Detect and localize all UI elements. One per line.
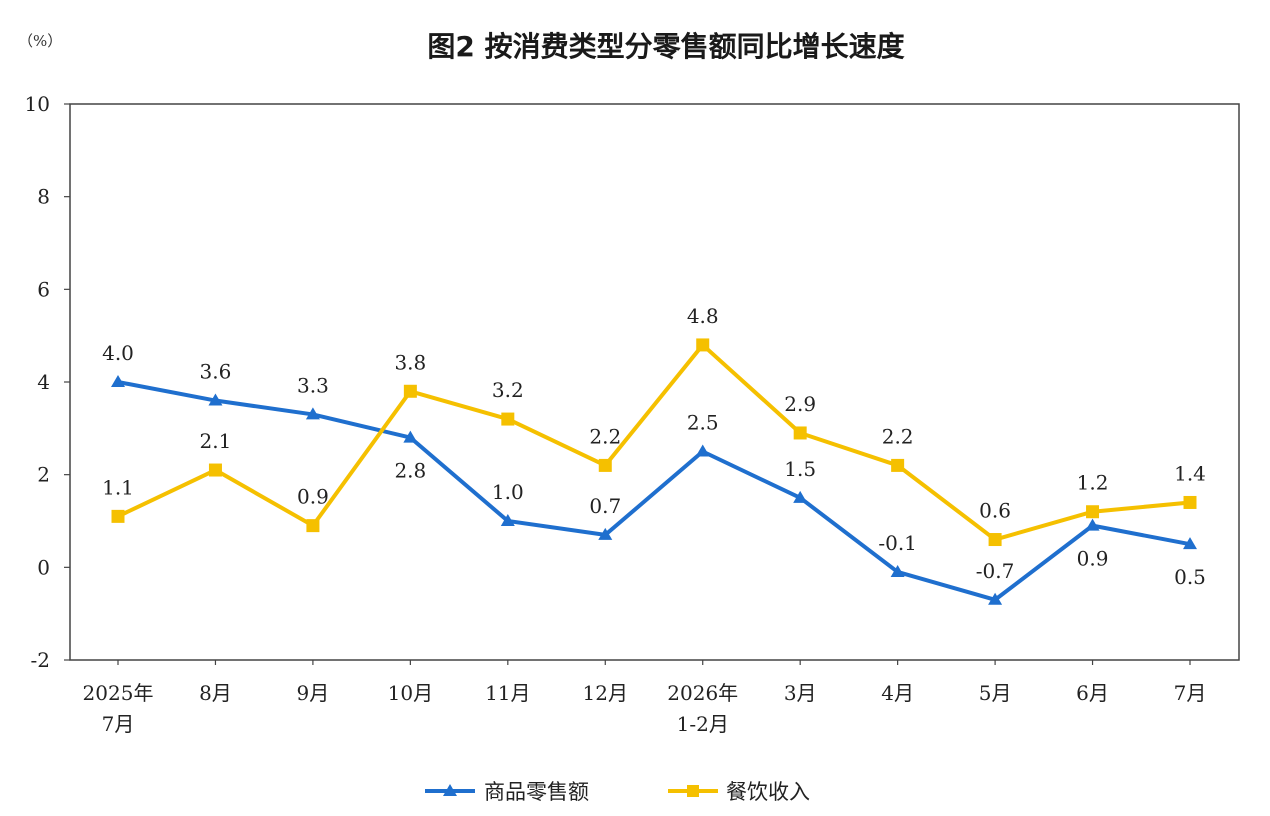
data-label-catering: 1.1	[102, 475, 134, 499]
data-label-catering: 0.6	[979, 499, 1011, 523]
data-label-catering: 0.9	[297, 485, 329, 509]
legend-label-retail: 商品零售额	[484, 780, 589, 804]
marker-retail	[403, 430, 418, 443]
y-tick-label: 6	[37, 277, 50, 301]
marker-catering	[208, 463, 222, 477]
marker-retail	[208, 393, 223, 406]
data-label-catering: 2.2	[589, 424, 621, 448]
data-label-retail: -0.1	[878, 531, 917, 555]
y-axis-unit: （%）	[18, 32, 62, 50]
x-axis-ticks: 2025年 7月 8月 9月 10月 11月 12月 2026年 1-2月 3月 4月 5月 6月 7月	[83, 660, 1207, 736]
legend: 商品零售额 餐饮收入	[425, 780, 810, 804]
marker-catering	[793, 426, 807, 440]
series-line-catering	[117, 342, 1191, 542]
data-label-retail: 0.7	[589, 494, 621, 518]
marker-retail	[793, 490, 808, 503]
x-tick-label: 8月	[199, 681, 232, 705]
marker-catering	[891, 458, 905, 472]
marker-retail	[988, 592, 1003, 605]
plot-area	[69, 103, 1240, 661]
x-tick-label: 6月	[1076, 681, 1109, 705]
marker-catering	[306, 519, 320, 533]
data-label-catering: 2.2	[882, 424, 914, 448]
marker-catering	[403, 384, 417, 398]
marker-retail	[890, 564, 905, 577]
marker-catering	[988, 533, 1002, 547]
data-label-catering: 1.4	[1174, 461, 1206, 485]
data-label-catering: 3.8	[394, 350, 426, 374]
x-tick-label: 7月	[1174, 681, 1207, 705]
chart-title: 图2 按消费类型分零售额同比增长速度	[427, 30, 904, 63]
marker-catering	[501, 412, 515, 426]
data-label-retail: 2.8	[394, 459, 426, 483]
marker-catering	[1183, 495, 1197, 509]
y-axis-ticks: -2 0 2 4 6 8 10	[25, 92, 70, 672]
data-labels: 4.0 3.6 3.3 2.8 1.0 0.7 2.5 1.5 -0.1 -0.7 0.9 0.5 1.…	[102, 304, 1206, 589]
data-label-retail: 4.0	[102, 341, 134, 365]
marker-catering	[696, 338, 710, 352]
legend-item-retail: 商品零售额	[425, 780, 589, 804]
y-tick-label: -2	[31, 648, 50, 672]
data-label-retail: 1.5	[784, 457, 816, 481]
data-label-retail: 1.0	[492, 480, 524, 504]
legend-item-catering: 餐饮收入	[668, 780, 810, 804]
marker-retail	[695, 444, 710, 457]
marker-retail	[598, 527, 613, 540]
data-label-retail: 3.6	[200, 360, 232, 384]
x-tick-label: 4月	[881, 681, 914, 705]
y-tick-label: 2	[37, 463, 50, 487]
y-tick-label: 4	[37, 370, 50, 394]
data-label-retail: 0.5	[1174, 565, 1206, 589]
data-label-retail: 3.3	[297, 373, 329, 397]
data-label-catering: 4.8	[687, 304, 719, 328]
marker-retail	[111, 375, 125, 387]
legend-marker-retail	[443, 784, 457, 796]
series-lines	[117, 342, 1191, 602]
x-tick-label: 10月	[388, 681, 433, 705]
data-label-catering: 2.1	[200, 429, 232, 453]
marker-catering	[1086, 505, 1100, 519]
data-label-catering: 2.9	[784, 392, 816, 416]
data-label-retail: 0.9	[1077, 547, 1109, 571]
y-tick-label: 0	[37, 555, 50, 579]
legend-marker-catering	[687, 785, 699, 797]
x-tick-label: 5月	[979, 681, 1012, 705]
x-tick-label: 3月	[784, 681, 817, 705]
marker-retail	[305, 407, 320, 420]
y-tick-label: 8	[37, 185, 50, 209]
legend-label-catering: 餐饮收入	[726, 780, 810, 804]
marker-retail	[1183, 537, 1197, 550]
marker-catering	[111, 509, 125, 523]
marker-catering	[598, 458, 612, 472]
data-label-retail: -0.7	[976, 559, 1015, 583]
data-label-catering: 1.2	[1077, 471, 1109, 495]
marker-retail	[1085, 518, 1100, 531]
x-tick-label: 9月	[297, 681, 330, 705]
series-line-retail	[117, 380, 1191, 602]
data-label-catering: 3.2	[492, 378, 524, 402]
x-tick-label: 12月	[583, 681, 628, 705]
x-tick-label: 11月	[485, 681, 530, 705]
x-tick-label: 2025年 7月	[83, 681, 154, 736]
x-tick-label: 2026年 1-2月	[667, 681, 738, 736]
data-label-retail: 2.5	[687, 411, 719, 435]
series-markers	[111, 338, 1197, 605]
marker-retail	[500, 514, 515, 526]
y-tick-label: 10	[25, 92, 50, 116]
